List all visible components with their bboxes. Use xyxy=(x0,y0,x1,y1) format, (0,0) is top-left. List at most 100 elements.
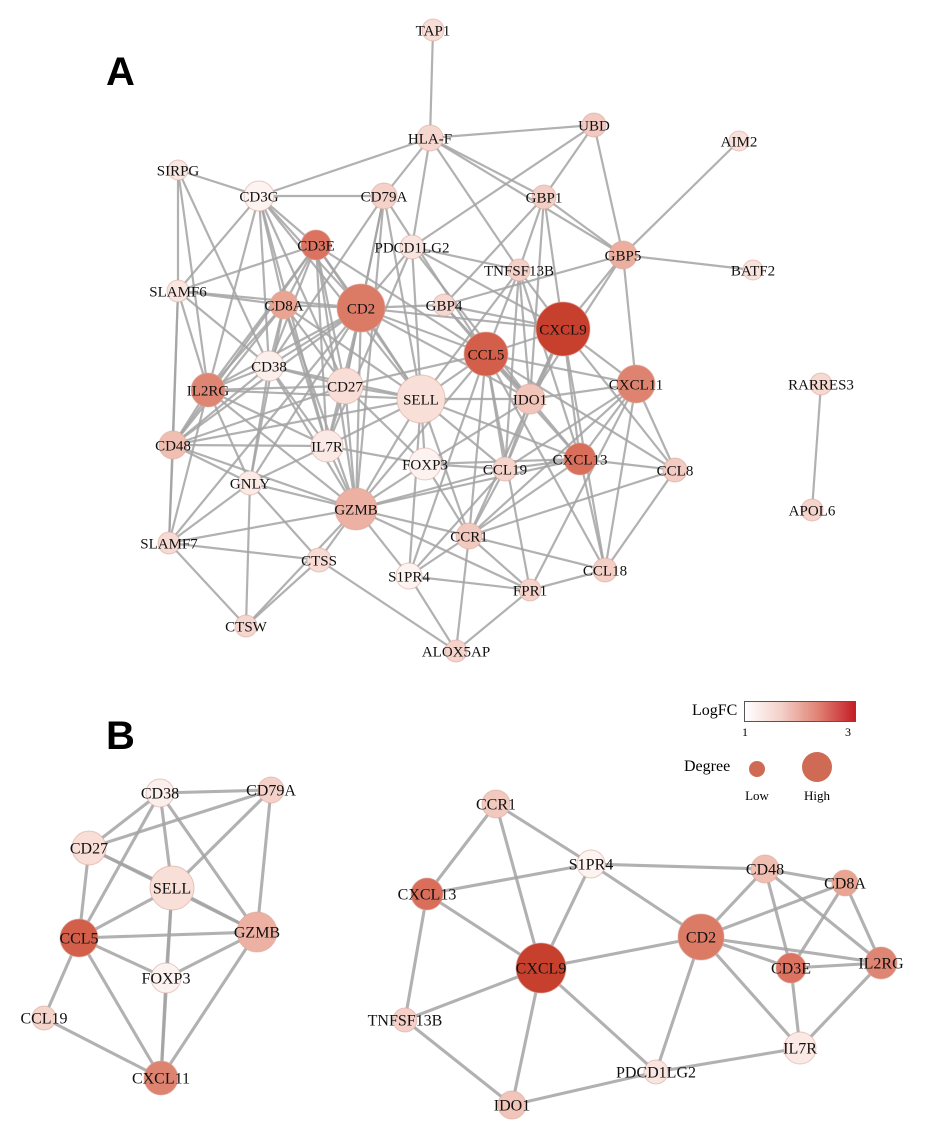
node-CD48[interactable] xyxy=(750,854,780,884)
node-GNLY[interactable] xyxy=(237,470,263,496)
edge-GNLY-SLAMF7 xyxy=(168,482,251,544)
edge-CCL5-GZMB xyxy=(78,930,258,940)
node-label-CD3E: CD3E xyxy=(771,961,811,978)
node-SELL[interactable] xyxy=(149,865,195,911)
node-IL7R[interactable] xyxy=(783,1031,817,1065)
node-label-GZMB: GZMB xyxy=(234,925,280,942)
node-FOXP3[interactable] xyxy=(150,962,182,994)
node-CD27[interactable] xyxy=(326,367,364,405)
edge-FOXP3-IDO1 xyxy=(424,398,531,465)
node-CD8A[interactable] xyxy=(831,869,859,897)
node-BATF2[interactable] xyxy=(742,259,764,281)
node-label-IL7R: IL7R xyxy=(311,439,343,455)
node-CTSS[interactable] xyxy=(306,547,332,573)
node-CD79A[interactable] xyxy=(370,182,398,210)
node-CD27[interactable] xyxy=(71,830,107,866)
node-SELL[interactable] xyxy=(396,374,446,424)
node-CCL19[interactable] xyxy=(31,1005,57,1031)
node-label-CCL5: CCL5 xyxy=(59,931,98,948)
node-GZMB[interactable] xyxy=(236,911,278,953)
edge-SLAMF7-CTSS xyxy=(168,541,320,562)
node-CD2[interactable] xyxy=(336,283,386,333)
node-CXCL13[interactable] xyxy=(410,877,444,911)
node-S1PR4[interactable] xyxy=(576,849,606,879)
node-GBP4[interactable] xyxy=(432,293,456,317)
node-APOL6[interactable] xyxy=(800,498,824,522)
edge-IL7R-PDCD1LG2 xyxy=(655,1046,801,1074)
node-FPR1[interactable] xyxy=(518,578,542,602)
node-AIM2[interactable] xyxy=(728,130,750,152)
node-label-CD27: CD27 xyxy=(70,841,108,858)
edge-CD2-IL2RG xyxy=(700,935,882,965)
node-PDCD1LG2[interactable] xyxy=(399,234,425,260)
node-SLAMF6[interactable] xyxy=(166,279,190,303)
node-S1PR4[interactable] xyxy=(395,562,423,590)
edge-CCR1-CCL18 xyxy=(468,534,606,572)
panel-b-label: B xyxy=(106,714,135,758)
node-label-CXCL9: CXCL9 xyxy=(539,322,587,338)
node-IL7R[interactable] xyxy=(310,429,344,463)
edge-S1PR4-ALOX5AP xyxy=(408,575,457,652)
node-IL2RG[interactable] xyxy=(190,372,226,408)
edge-SLAMF7-GZMB xyxy=(168,507,357,545)
edge-CCL5-CXCL11 xyxy=(77,937,163,1079)
node-CXCL11[interactable] xyxy=(143,1060,179,1096)
node-CCL8[interactable] xyxy=(662,457,688,483)
node-RARRES3[interactable] xyxy=(809,372,833,396)
node-CXCL13[interactable] xyxy=(563,442,597,476)
node-CD8A[interactable] xyxy=(269,290,299,320)
node-GZMB[interactable] xyxy=(334,487,378,531)
node-CCL5[interactable] xyxy=(463,331,509,377)
node-CD48[interactable] xyxy=(158,430,188,460)
edge-FPR1-ALOX5AP xyxy=(455,589,531,652)
node-CTSW[interactable] xyxy=(234,614,258,638)
node-TNFSF13B[interactable] xyxy=(507,258,531,282)
node-CCL19[interactable] xyxy=(492,456,518,482)
node-label-CD2: CD2 xyxy=(347,301,375,317)
node-CXCL9[interactable] xyxy=(515,942,567,994)
edge-CXCL13-TNFSF13B xyxy=(403,893,429,1021)
node-CD38[interactable] xyxy=(253,350,285,382)
node-label-CCL8: CCL8 xyxy=(657,463,694,479)
node-CD79A[interactable] xyxy=(257,776,285,804)
node-ALOX5AP[interactable] xyxy=(444,639,468,663)
node-SIRPG[interactable] xyxy=(167,159,189,181)
node-CCL18[interactable] xyxy=(592,557,618,583)
edge-GZMB-FPR1 xyxy=(355,508,531,591)
node-CD3E[interactable] xyxy=(300,229,332,261)
edge-CD27-CCL5 xyxy=(344,352,487,388)
node-label-PDCD1LG2: PDCD1LG2 xyxy=(374,240,449,256)
node-CD3E[interactable] xyxy=(775,952,807,984)
node-GBP1[interactable] xyxy=(531,184,557,210)
edge-SLAMF6-CD2 xyxy=(177,289,362,310)
node-CCL5[interactable] xyxy=(59,918,99,958)
node-TNFSF13B[interactable] xyxy=(392,1007,418,1033)
node-IL2RG[interactable] xyxy=(864,946,898,980)
node-IDO1[interactable] xyxy=(514,383,546,415)
node-label-CD3G: CD3G xyxy=(239,189,278,205)
node-CD3G[interactable] xyxy=(243,180,275,212)
node-CXCL11[interactable] xyxy=(616,364,656,404)
edge-HLA-F-GBP1 xyxy=(429,137,545,198)
node-IDO1[interactable] xyxy=(497,1090,527,1120)
node-SLAMF7[interactable] xyxy=(157,531,181,555)
edge-S1PR4-CD48 xyxy=(590,862,766,871)
edge-S1PR4-CXCL13 xyxy=(426,862,592,896)
node-label-RARRES3: RARRES3 xyxy=(788,377,854,393)
edge-AIM2-GBP5 xyxy=(622,140,740,256)
node-CD2[interactable] xyxy=(677,913,725,961)
node-CCR1[interactable] xyxy=(455,522,483,550)
node-HLA-F[interactable] xyxy=(416,124,444,152)
node-FOXP3[interactable] xyxy=(408,447,442,481)
node-UBD[interactable] xyxy=(581,112,607,138)
node-label-HLA-F: HLA-F xyxy=(408,131,452,147)
node-TAP1[interactable] xyxy=(421,18,445,42)
node-PDCD1LG2[interactable] xyxy=(643,1059,669,1085)
edge-PDCD1LG2-IDO1 xyxy=(411,246,531,400)
node-CCR1[interactable] xyxy=(481,789,511,819)
node-CD38[interactable] xyxy=(145,778,175,808)
node-GBP5[interactable] xyxy=(608,240,638,270)
node-CXCL9[interactable] xyxy=(535,301,591,357)
edge-CD3G-CD38 xyxy=(257,195,271,367)
edge-CD27-IL2RG xyxy=(207,384,346,392)
